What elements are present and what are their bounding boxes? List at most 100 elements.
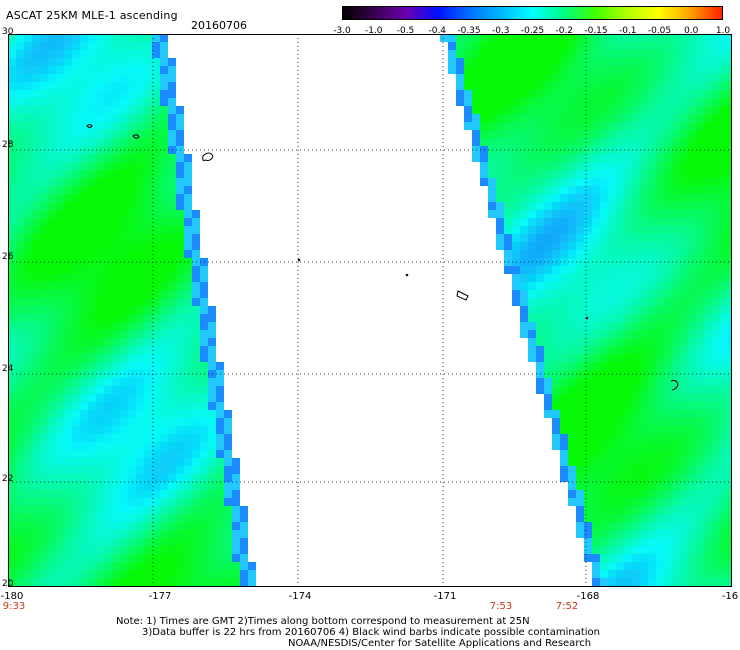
wind-pixel [672,178,680,186]
wind-pixel [40,410,48,418]
wind-pixel [464,34,472,42]
wind-pixel [88,114,96,122]
wind-pixel [160,506,168,514]
wind-pixel [576,290,584,298]
wind-pixel [48,74,56,82]
wind-pixel [48,426,56,434]
wind-pixel [728,546,732,554]
wind-pixel [608,458,616,466]
wind-pixel [672,426,680,434]
wind-pixel [48,290,56,298]
wind-pixel [592,346,600,354]
wind-pixel [112,450,120,458]
wind-pixel [200,418,208,426]
wind-pixel [168,98,176,106]
wind-pixel [632,170,640,178]
wind-pixel [112,290,120,298]
wind-pixel [720,50,728,58]
wind-pixel [696,114,704,122]
wind-pixel [688,274,696,282]
wind-pixel [72,442,80,450]
wind-pixel [184,330,192,338]
wind-pixel [176,498,184,506]
wind-pixel [32,58,40,66]
wind-pixel [480,114,488,122]
wind-pixel [120,98,128,106]
wind-pixel [96,74,104,82]
wind-pixel [560,338,568,346]
wind-pixel [520,66,528,74]
wind-pixel [720,298,728,306]
wind-pixel [88,106,96,114]
wind-pixel [664,394,672,402]
wind-pixel [624,386,632,394]
wind-pixel [136,74,144,82]
wind-pixel [24,394,32,402]
wind-pixel [728,34,732,42]
wind-pixel [640,322,648,330]
wind-pixel [16,306,24,314]
wind-pixel [80,554,88,562]
wind-pixel [80,58,88,66]
wind-pixel [64,338,72,346]
wind-pixel [680,418,688,426]
wind-pixel [568,410,576,418]
wind-pixel [232,482,240,490]
wind-pixel [680,474,688,482]
wind-pixel [32,546,40,554]
wind-pixel [136,386,144,394]
wind-pixel [168,218,176,226]
wind-pixel [672,250,680,258]
wind-pixel [88,50,96,58]
wind-pixel [168,378,176,386]
wind-pixel [128,498,136,506]
wind-pixel [520,290,528,298]
wind-pixel [96,570,104,578]
wind-pixel [576,130,584,138]
wind-pixel [504,82,512,90]
wind-pixel [584,170,592,178]
wind-pixel [8,458,16,466]
wind-pixel [104,50,112,58]
wind-pixel [40,242,48,250]
wind-pixel [112,66,120,74]
wind-pixel [600,442,608,450]
wind-pixel [592,250,600,258]
wind-pixel [144,250,152,258]
wind-pixel [88,562,96,570]
wind-pixel [112,354,120,362]
wind-pixel [168,74,176,82]
wind-pixel [128,562,136,570]
wind-pixel [192,266,200,274]
wind-pixel [72,42,80,50]
wind-pixel [656,546,664,554]
wind-pixel [208,450,216,458]
wind-pixel [600,266,608,274]
wind-pixel [560,202,568,210]
wind-pixel [176,250,184,258]
wind-pixel [56,394,64,402]
wind-pixel [56,466,64,474]
wind-pixel [576,34,584,42]
wind-pixel [704,98,712,106]
wind-pixel [80,522,88,530]
wind-pixel [120,562,128,570]
wind-pixel [696,306,704,314]
wind-pixel [672,34,680,42]
wind-pixel [8,378,16,386]
wind-pixel [32,50,40,58]
wind-pixel [136,242,144,250]
wind-pixel [640,482,648,490]
wind-pixel [80,66,88,74]
wind-pixel [24,538,32,546]
wind-pixel [40,250,48,258]
wind-pixel [640,210,648,218]
wind-pixel [168,290,176,298]
wind-pixel [632,522,640,530]
wind-pixel [504,66,512,74]
wind-pixel [208,354,216,362]
wind-pixel [520,330,528,338]
wind-pixel [192,434,200,442]
wind-pixel [40,154,48,162]
wind-pixel [576,362,584,370]
